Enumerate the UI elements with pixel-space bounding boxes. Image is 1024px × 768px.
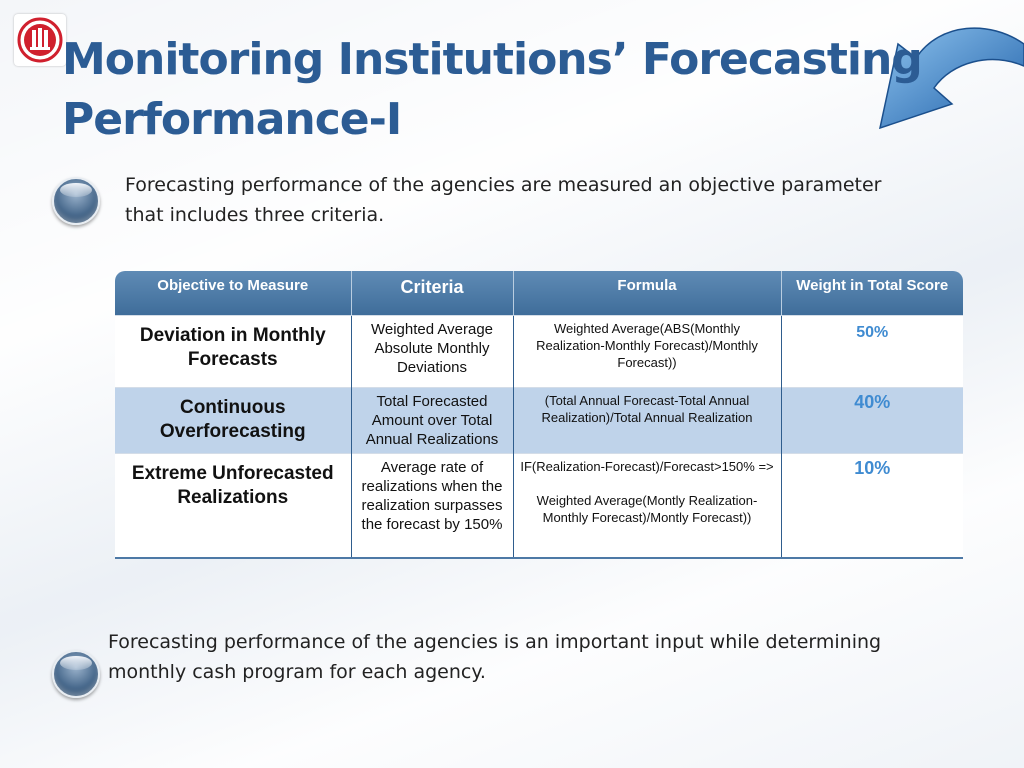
weight-cell: 50% [781,315,963,388]
title-line-1: Monitoring Institutions’ Forecasting [62,34,923,85]
swoosh-arrow-icon [878,27,1024,130]
intro-text: Forecasting performance of the agencies … [125,170,1005,230]
criteria-cell: Average rate of realizations when the re… [351,453,514,559]
outro-line-2: monthly cash program for each agency. [108,661,486,683]
formula-line-2: Weighted Average(Montly Realization-Mont… [536,493,758,525]
header-formula: Formula [513,271,782,316]
formula-cell: IF(Realization-Forecast)/Forecast>150% =… [513,453,782,559]
outro-text: Forecasting performance of the agencies … [108,627,1008,687]
criteria-table: Objective to Measure Criteria Formula We… [115,271,963,561]
weight-cell: 10% [781,453,963,559]
criteria-cell: Total Forecasted Amount over Total Annua… [351,387,514,454]
intro-line-1: Forecasting performance of the agencies … [125,174,882,196]
criteria-cell: Weighted Average Absolute Monthly Deviat… [351,315,514,388]
table-row: Deviation in Monthly Forecasts Weighted … [115,315,963,388]
bullet-orb-icon [52,650,100,698]
header-criteria: Criteria [351,271,514,316]
bullet-orb-icon [52,177,100,225]
logo-icon [14,14,66,66]
outro-line-1: Forecasting performance of the agencies … [108,631,882,653]
formula-line-1: IF(Realization-Forecast)/Forecast>150% =… [520,459,774,474]
formula-cell: Weighted Average(ABS(Monthly Realization… [513,315,782,388]
formula-cell: (Total Annual Forecast-Total Annual Real… [513,387,782,454]
intro-line-2: that includes three criteria. [125,204,385,226]
table-row: Extreme Unforecasted Realizations Averag… [115,453,963,559]
table-row: Continuous Overforecasting Total Forecas… [115,387,963,454]
measure-cell: Continuous Overforecasting [115,387,352,454]
measure-cell: Extreme Unforecasted Realizations [115,453,352,559]
header-weight: Weight in Total Score [781,271,963,316]
title-line-2: Performance-I [62,94,402,145]
page-title: Monitoring Institutions’ Forecasting Per… [62,30,923,150]
weight-cell: 40% [781,387,963,454]
header-objective: Objective to Measure [115,271,352,316]
measure-cell: Deviation in Monthly Forecasts [115,315,352,388]
